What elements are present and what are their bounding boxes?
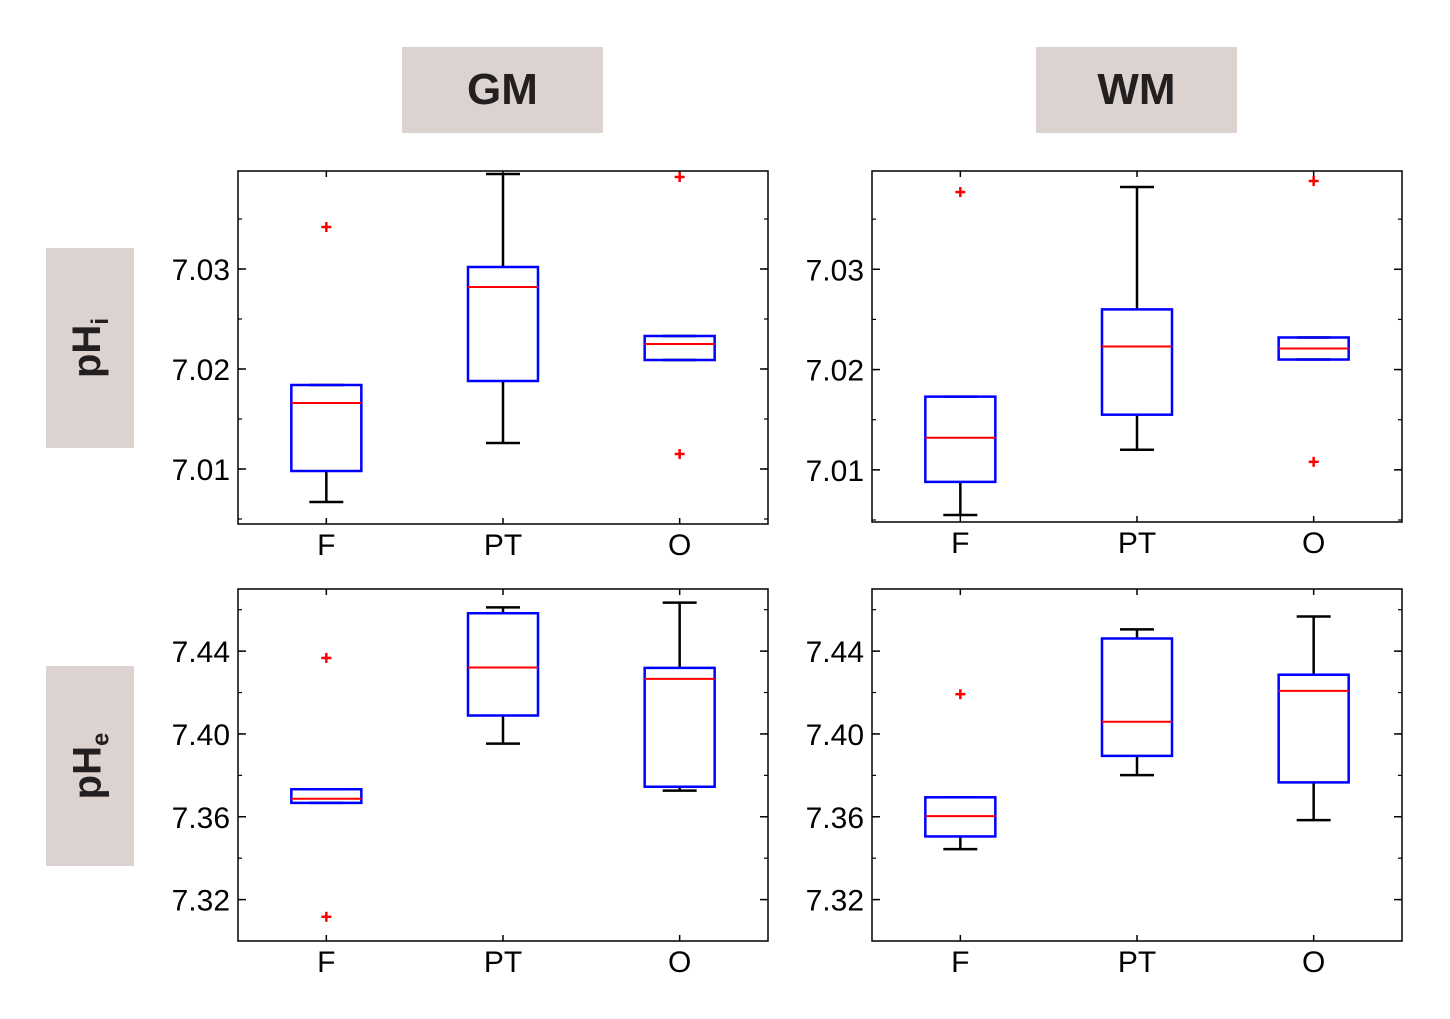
x-tick-label: PT	[1118, 946, 1156, 979]
box-iqr	[290, 787, 363, 805]
y-tick-label: 7.01	[172, 454, 230, 487]
box-PT	[1100, 185, 1174, 452]
x-tick-label: O	[668, 946, 691, 979]
box-iqr	[1100, 308, 1174, 416]
box-F	[290, 222, 363, 504]
x-tick-label: PT	[484, 529, 522, 562]
plot-frame	[237, 588, 769, 942]
y-tick-label: 7.32	[806, 885, 864, 918]
outlier-marker	[955, 187, 966, 198]
box-iqr	[1277, 673, 1350, 784]
box-O	[643, 601, 716, 792]
x-tick-label: PT	[484, 946, 522, 979]
row-header-phe-label: pHe	[65, 733, 115, 800]
y-tick-label: 7.40	[172, 719, 230, 752]
x-tick-label: O	[668, 529, 691, 562]
box-iqr	[290, 383, 363, 473]
row-header-phe-base: pH	[65, 746, 109, 800]
y-tick-label: 7.44	[806, 636, 864, 669]
x-tick-label: PT	[1118, 527, 1156, 560]
box-PT	[1100, 628, 1174, 777]
column-header-gm-label: GM	[467, 65, 538, 114]
boxplot-gm-phe: 7.32 7.36 7.40 7.44 F PT O	[172, 588, 769, 979]
y-tick-label: 7.40	[806, 719, 864, 752]
y-tick-label: 7.03	[806, 254, 864, 287]
outlier-marker	[321, 222, 332, 232]
box-iqr	[466, 265, 540, 383]
box-F	[290, 652, 363, 922]
box-iqr	[643, 666, 716, 788]
outlier-marker	[321, 911, 332, 922]
x-tick-label: O	[1302, 527, 1325, 560]
box-O	[1277, 176, 1350, 467]
y-tick-label: 7.36	[806, 802, 864, 835]
outlier-marker	[321, 652, 332, 663]
x-tick-label: F	[317, 529, 335, 562]
column-header-wm: WM	[1036, 47, 1237, 133]
row-header-phi-sub: i	[87, 318, 114, 325]
box-F	[924, 689, 997, 851]
outlier-marker	[674, 449, 685, 459]
row-header-phi-label: pHi	[65, 318, 115, 378]
outlier-marker	[674, 172, 685, 182]
row-header-phi-base: pH	[65, 324, 109, 378]
y-tick-label: 7.01	[806, 455, 864, 488]
box-iqr	[643, 334, 716, 362]
x-tick-label: O	[1302, 946, 1325, 979]
box-PT	[466, 606, 540, 745]
row-header-phe-sub: e	[87, 732, 114, 747]
outlier-marker	[1308, 176, 1319, 187]
box-PT	[466, 172, 540, 445]
column-header-gm: GM	[402, 47, 603, 133]
y-tick-label: 7.03	[172, 254, 230, 287]
boxplot-wm-phe: 7.32 7.36 7.40 7.44 F PT O	[806, 588, 1403, 979]
outlier-marker	[955, 689, 966, 700]
row-header-phe: pHe	[46, 666, 134, 866]
y-tick-label: 7.36	[172, 802, 230, 835]
column-header-wm-label: WM	[1097, 65, 1176, 114]
x-tick-label: F	[951, 946, 969, 979]
y-tick-label: 7.32	[172, 885, 230, 918]
box-O	[643, 172, 716, 459]
x-tick-label: F	[317, 946, 335, 979]
box-O	[1277, 615, 1350, 822]
box-iqr	[466, 611, 540, 717]
x-tick-label: F	[951, 527, 969, 560]
y-tick-label: 7.02	[806, 355, 864, 388]
boxplot-gm-phi: 7.01 7.02 7.03 F PT O	[172, 170, 769, 562]
y-tick-label: 7.02	[172, 354, 230, 387]
boxplot-wm-phi: 7.01 7.02 7.03 F PT O	[806, 170, 1403, 560]
y-tick-label: 7.44	[172, 636, 230, 669]
outlier-marker	[1308, 456, 1319, 467]
row-header-phi: pHi	[46, 248, 134, 448]
box-iqr	[924, 395, 997, 484]
box-F	[924, 187, 997, 517]
box-iqr	[1100, 637, 1174, 758]
